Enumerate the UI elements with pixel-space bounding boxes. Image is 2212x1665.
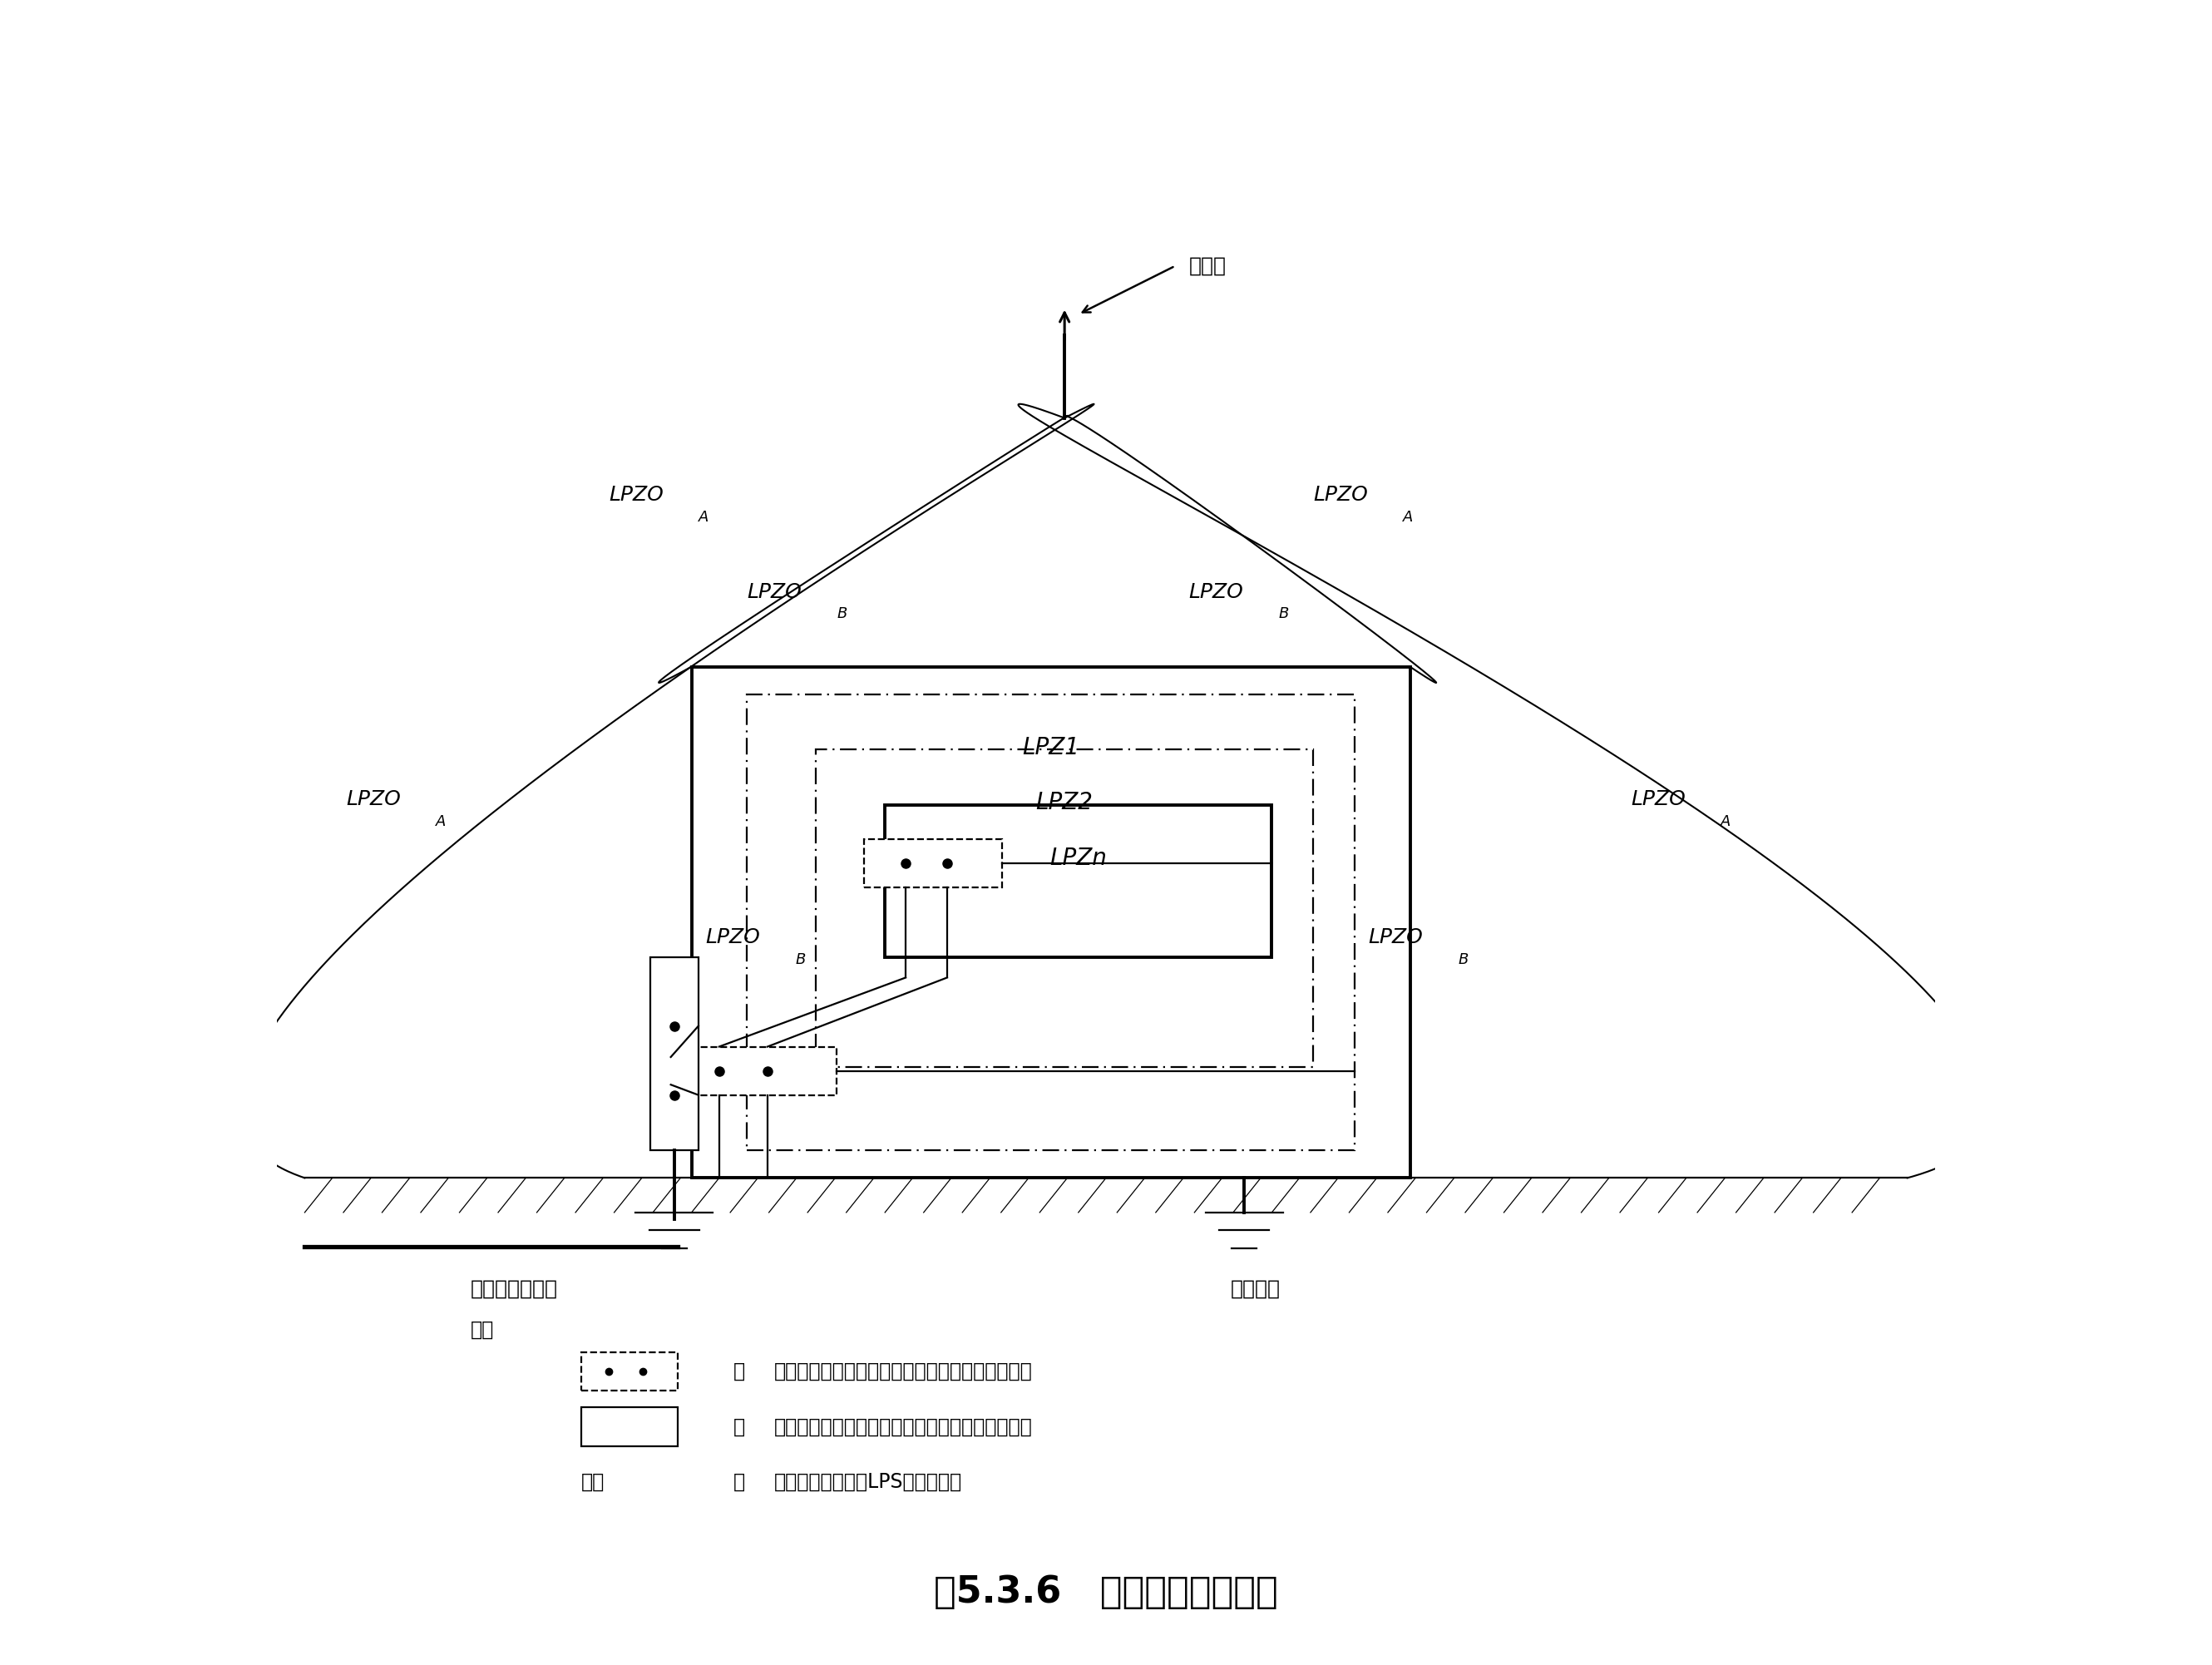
Text: LPZO: LPZO	[1188, 581, 1243, 601]
Text: 埋地线缆、管道: 埋地线缆、管道	[471, 1279, 557, 1299]
Text: LPZ2: LPZ2	[1035, 791, 1093, 814]
Bar	[816, 749, 1314, 1067]
Text: B: B	[1458, 952, 1469, 967]
Text: LPZn: LPZn	[1051, 846, 1106, 869]
Text: A: A	[1721, 814, 1732, 829]
Text: ：: ：	[732, 1417, 745, 1437]
Text: 虚线: 虚线	[582, 1472, 604, 1492]
Text: LPZO: LPZO	[345, 789, 400, 809]
Text: B: B	[794, 952, 805, 967]
Text: A: A	[699, 509, 708, 524]
Text: LPZO: LPZO	[1630, 789, 1686, 809]
Text: LPZO: LPZO	[748, 581, 801, 601]
Text: ：: ：	[732, 1362, 745, 1382]
Text: 接闪器: 接闪器	[1188, 256, 1225, 276]
Bar	[650, 957, 699, 1151]
Text: 注：: 注：	[471, 1320, 493, 1340]
Bar	[582, 1407, 677, 1445]
Text: LPZO: LPZO	[706, 927, 761, 947]
Text: 表示在不同雷电防护区界面上的等电位接地端子板: 表示在不同雷电防护区界面上的等电位接地端子板	[774, 1362, 1033, 1382]
Text: 表示按滚球法计算LPS的保护范围: 表示按滚球法计算LPS的保护范围	[774, 1472, 962, 1492]
Text: LPZO: LPZO	[1314, 485, 1367, 504]
Text: A: A	[436, 814, 447, 829]
Text: LPZO: LPZO	[1369, 927, 1422, 947]
Bar	[692, 666, 1409, 1177]
Text: 图5.3.6   建筑物雷电防护区: 图5.3.6 建筑物雷电防护区	[933, 1575, 1279, 1610]
Text: A: A	[1402, 509, 1413, 524]
Text: B: B	[1279, 606, 1290, 621]
Text: LPZO: LPZO	[608, 485, 664, 504]
Text: LPZ1: LPZ1	[1022, 736, 1079, 759]
Bar	[582, 1352, 677, 1390]
Bar	[748, 694, 1354, 1151]
Bar	[865, 839, 1002, 887]
Text: ：: ：	[732, 1472, 745, 1492]
Text: 接地装置: 接地装置	[1230, 1279, 1281, 1299]
Bar	[670, 1047, 836, 1096]
Bar	[885, 804, 1272, 957]
Text: B: B	[836, 606, 847, 621]
Text: 表示起屏蔽作用的建筑物外墙、房间或其他屏蔽体: 表示起屏蔽作用的建筑物外墙、房间或其他屏蔽体	[774, 1417, 1033, 1437]
